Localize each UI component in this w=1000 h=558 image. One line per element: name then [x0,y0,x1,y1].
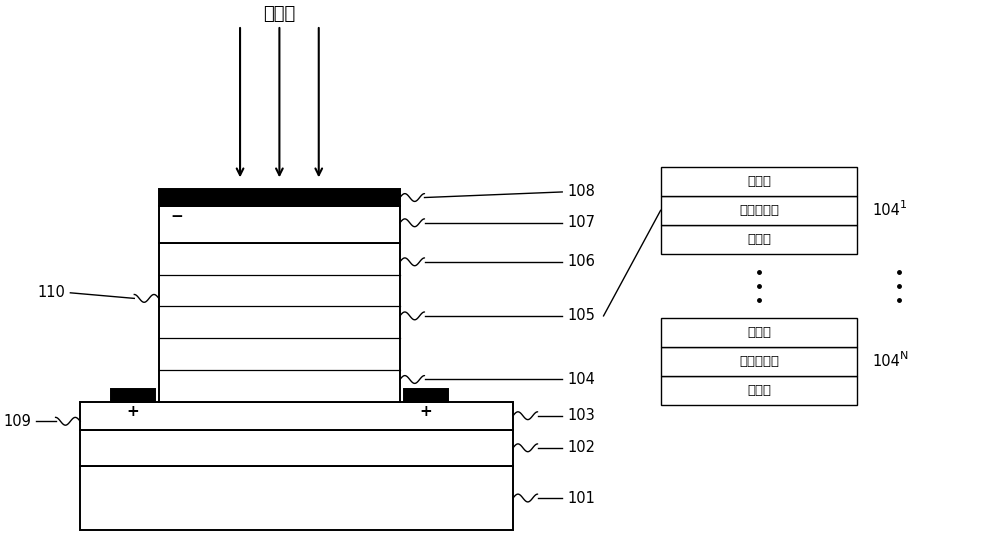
Text: 110: 110 [38,285,65,300]
Text: −: − [171,209,183,224]
Bar [661,376,857,405]
Text: 107: 107 [567,215,595,230]
Text: 势阱层: 势阱层 [747,383,771,397]
Text: 109: 109 [3,414,31,429]
Text: 102: 102 [567,440,595,455]
Bar [661,225,857,254]
Text: +: + [420,405,432,419]
Bar [80,402,513,430]
Bar [159,189,400,206]
Text: 势垒层: 势垒层 [747,175,771,188]
Bar [80,466,513,530]
Text: 105: 105 [567,309,595,324]
Text: 势垒层: 势垒层 [747,325,771,339]
Bar [404,389,448,402]
Text: 103: 103 [567,408,595,423]
Text: +: + [126,405,139,419]
Bar [661,318,857,347]
Text: 101: 101 [567,490,595,506]
Text: 104: 104 [872,354,900,368]
Text: 104: 104 [872,203,900,218]
Text: 紫外线: 紫外线 [263,5,296,23]
Bar [661,347,857,376]
Bar [159,243,400,402]
Bar [80,430,513,466]
Text: 组分渐变层: 组分渐变层 [739,354,779,368]
Text: 1: 1 [900,200,907,210]
Text: N: N [900,351,908,361]
Text: 104: 104 [567,372,595,387]
Text: 势阱层: 势阱层 [747,233,771,246]
Text: 106: 106 [567,254,595,270]
Text: 108: 108 [567,185,595,199]
Bar [159,206,400,243]
Bar [661,196,857,225]
Bar [661,167,857,196]
Bar [111,389,155,402]
Text: 组分渐变层: 组分渐变层 [739,204,779,217]
